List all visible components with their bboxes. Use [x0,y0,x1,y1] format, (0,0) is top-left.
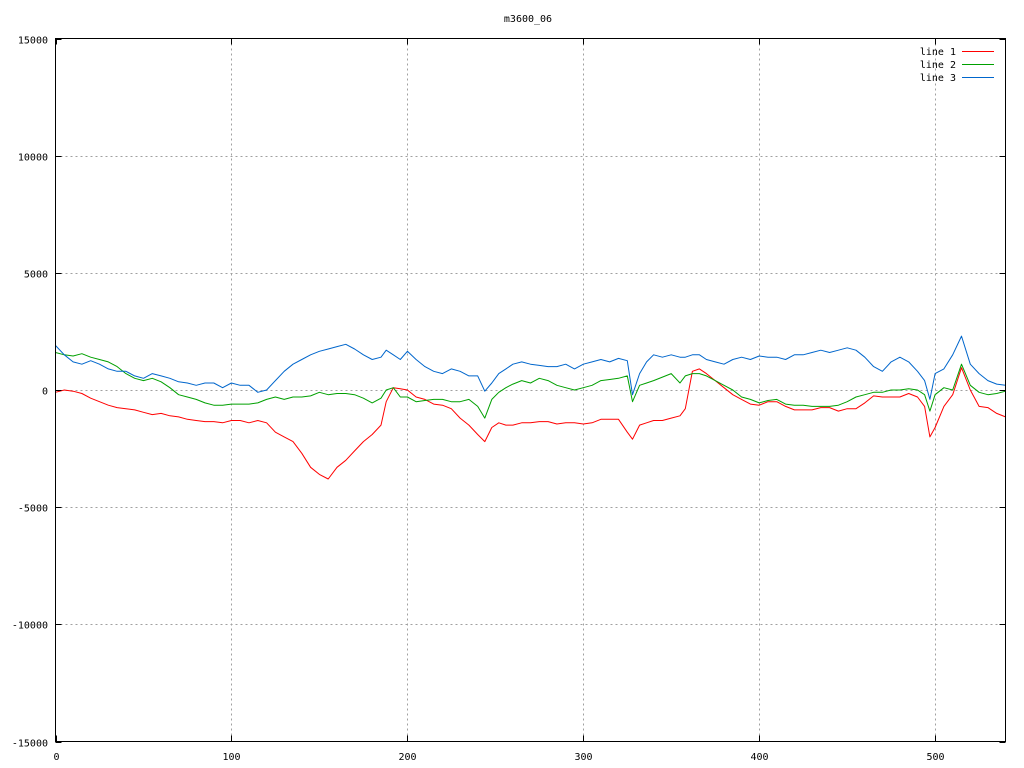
series-line-2 [55,352,1006,419]
y-tick-label: -15000 [12,739,48,750]
axes: -15000 -10000 -5000 0 5000 10000 15000 0 100 200 3… [12,36,1006,763]
grid-lines [55,38,1006,742]
y-tick-label: -5000 [18,504,48,515]
x-tick-label: 300 [574,752,592,763]
series-line-3 [55,335,1006,400]
y-tick-label: 10000 [18,153,48,164]
chart-title: m3600_06 [504,14,552,25]
legend: line 1 line 2 line 3 [920,47,994,84]
y-tick-label: 0 [42,387,48,398]
legend-label: line 3 [920,73,956,84]
series-line-1 [55,367,1006,480]
x-tick-label: 0 [53,752,59,763]
x-tick-label: 400 [750,752,768,763]
x-tick-label: 500 [926,752,944,763]
y-tick-label: 15000 [18,36,48,47]
x-tick-label: 200 [398,752,416,763]
y-tick-label: -10000 [12,621,48,632]
y-tick-label: 5000 [24,270,48,281]
series-group [55,335,1006,480]
x-tick-label: 100 [222,752,240,763]
legend-label: line 2 [920,60,956,71]
legend-label: line 1 [920,47,956,58]
